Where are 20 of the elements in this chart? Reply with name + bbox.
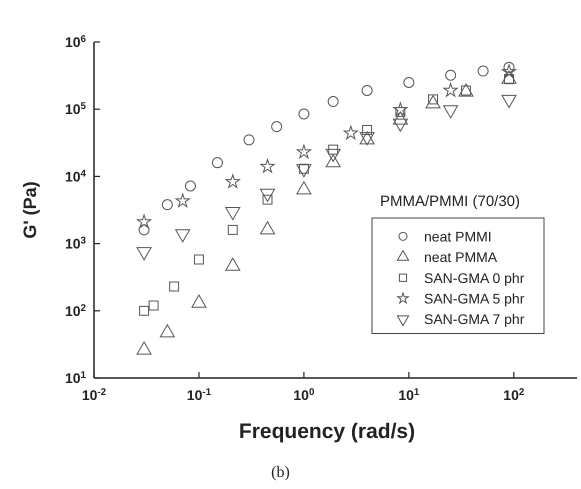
y-tick-label: 10$^{2}$ (64, 302, 87, 319)
legend-label: SAN-GMA 7 phr (424, 311, 525, 328)
y-tick-label: 10$^{1}$ (64, 370, 87, 386)
legend-title: PMMA/PMMI (70/30) (380, 193, 520, 210)
x-axis-title: Frequency (rad/s) (238, 420, 416, 443)
legend-label: neat PMMI (424, 228, 492, 244)
x-tick-label: 10$^{1}$ (398, 386, 420, 403)
legend-label: SAN-GMA 0 phr (424, 270, 525, 286)
y-tick-label: 10$^{3}$ (64, 235, 87, 252)
x-tick-label: 10$^{0}$ (293, 386, 315, 403)
text: (b) (271, 464, 290, 481)
y-tick-label: 10$^{4}$ (64, 168, 87, 184)
y-tick-label: 10$^{5}$ (64, 100, 87, 118)
legend-label: neat PMMA (424, 249, 498, 266)
x-tick-label: 10$^{2}$ (503, 386, 525, 403)
y-tick-label: 10$^{6}$ (64, 34, 87, 50)
legend-label: SAN-GMA 5 phr (424, 290, 525, 306)
x-tick-label: 10$^{-2}$ (82, 386, 107, 403)
y-axis-title: G' (Pa) (20, 181, 40, 239)
x-tick-label: 10$^{-1}$ (186, 386, 212, 403)
